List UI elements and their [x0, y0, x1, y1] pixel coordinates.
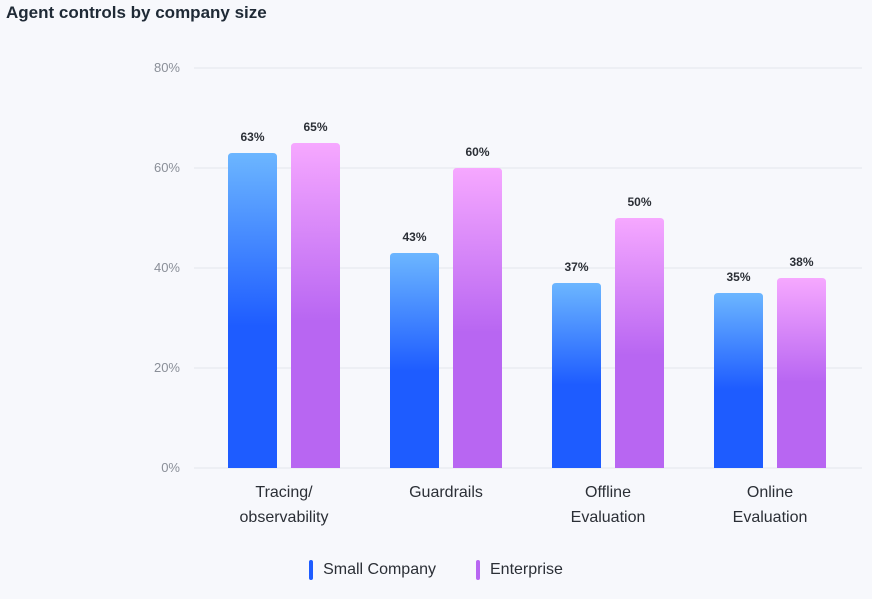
legend-item-enterprise[interactable]: Enterprise: [476, 560, 563, 580]
legend: Small Company Enterprise: [0, 560, 872, 580]
legend-item-small-company[interactable]: Small Company: [309, 560, 436, 580]
legend-swatch-small-company: [309, 560, 314, 580]
data-label: 43%: [402, 230, 426, 244]
data-label: 50%: [627, 195, 651, 209]
y-tick-label: 80%: [154, 60, 180, 75]
legend-label-small-company: Small Company: [323, 561, 436, 578]
data-label: 35%: [726, 270, 750, 284]
data-label: 38%: [789, 255, 813, 269]
legend-label-enterprise: Enterprise: [490, 561, 563, 578]
y-tick-label: 60%: [154, 160, 180, 175]
data-label: 63%: [240, 130, 264, 144]
bar-enterprise[interactable]: [615, 218, 664, 468]
data-label: 37%: [564, 260, 588, 274]
bar-small-company[interactable]: [552, 283, 601, 468]
bar-enterprise[interactable]: [291, 143, 340, 468]
bar-small-company[interactable]: [390, 253, 439, 468]
legend-swatch-enterprise: [476, 560, 480, 580]
data-label: 65%: [303, 120, 327, 134]
bar-small-company[interactable]: [228, 153, 277, 468]
bar-chart: 0% 20% 40% 60% 80% 63% 65% Tracing/observabili…: [154, 60, 862, 526]
x-category-label: Offline Evaluation: [571, 484, 646, 526]
bar-enterprise[interactable]: [777, 278, 826, 468]
x-category-label: Online Evaluation: [733, 484, 808, 526]
y-tick-label: 40%: [154, 260, 180, 275]
x-category-label: Guardrails: [409, 484, 483, 501]
data-label: 60%: [465, 145, 489, 159]
y-tick-label: 20%: [154, 360, 180, 375]
bar-enterprise[interactable]: [453, 168, 502, 468]
chart-title: Agent controls by company size: [6, 3, 267, 22]
y-tick-label: 0%: [161, 460, 180, 475]
bar-small-company[interactable]: [714, 293, 763, 468]
x-category-label: Tracing/observability: [240, 484, 329, 526]
